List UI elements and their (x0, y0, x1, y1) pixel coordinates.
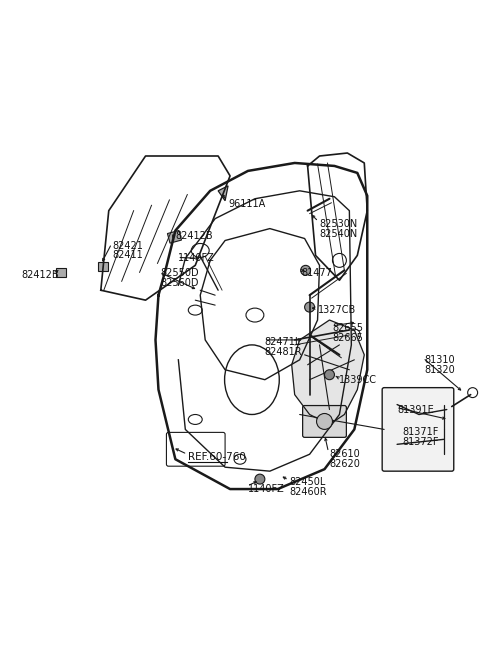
Bar (98, 263, 108, 271)
Text: 1140FZ: 1140FZ (179, 253, 215, 263)
Text: 82530N: 82530N (320, 219, 358, 229)
Text: 1327CB: 1327CB (318, 305, 356, 315)
Bar (56, 269, 66, 277)
Text: 82471L: 82471L (265, 337, 301, 347)
Text: 81320: 81320 (424, 365, 455, 375)
Text: 81477: 81477 (301, 269, 333, 278)
Text: REF.60-760: REF.60-760 (188, 452, 246, 462)
Text: 82412B: 82412B (175, 231, 213, 240)
Circle shape (255, 474, 265, 484)
Circle shape (305, 302, 314, 312)
Text: 82620: 82620 (329, 459, 360, 469)
Text: 82411: 82411 (113, 250, 144, 261)
Polygon shape (218, 186, 228, 200)
Text: 96111A: 96111A (228, 198, 265, 209)
FancyBboxPatch shape (302, 405, 347, 438)
Text: 1339CC: 1339CC (339, 375, 377, 384)
Text: 82412B: 82412B (21, 271, 59, 280)
Text: 82610: 82610 (329, 449, 360, 459)
Text: 82421: 82421 (113, 240, 144, 250)
Text: 81391E: 81391E (397, 405, 434, 415)
Text: 81371F: 81371F (402, 428, 438, 438)
Circle shape (316, 413, 333, 430)
Circle shape (300, 265, 311, 275)
Polygon shape (292, 320, 364, 424)
Circle shape (468, 388, 478, 398)
Text: 82665: 82665 (333, 333, 363, 343)
Text: 82460R: 82460R (290, 487, 327, 497)
Text: 82450L: 82450L (290, 477, 326, 487)
Text: 82540N: 82540N (320, 229, 358, 238)
Circle shape (324, 370, 335, 380)
Text: 1140FZ: 1140FZ (248, 484, 285, 494)
FancyBboxPatch shape (382, 388, 454, 471)
Text: 82481R: 82481R (265, 347, 302, 357)
Text: 82560D: 82560D (160, 278, 199, 288)
Text: 82655: 82655 (333, 323, 363, 333)
Bar (168, 231, 181, 243)
Text: 82550D: 82550D (160, 269, 199, 278)
Text: 81372F: 81372F (402, 438, 439, 447)
Text: 81310: 81310 (424, 355, 455, 365)
